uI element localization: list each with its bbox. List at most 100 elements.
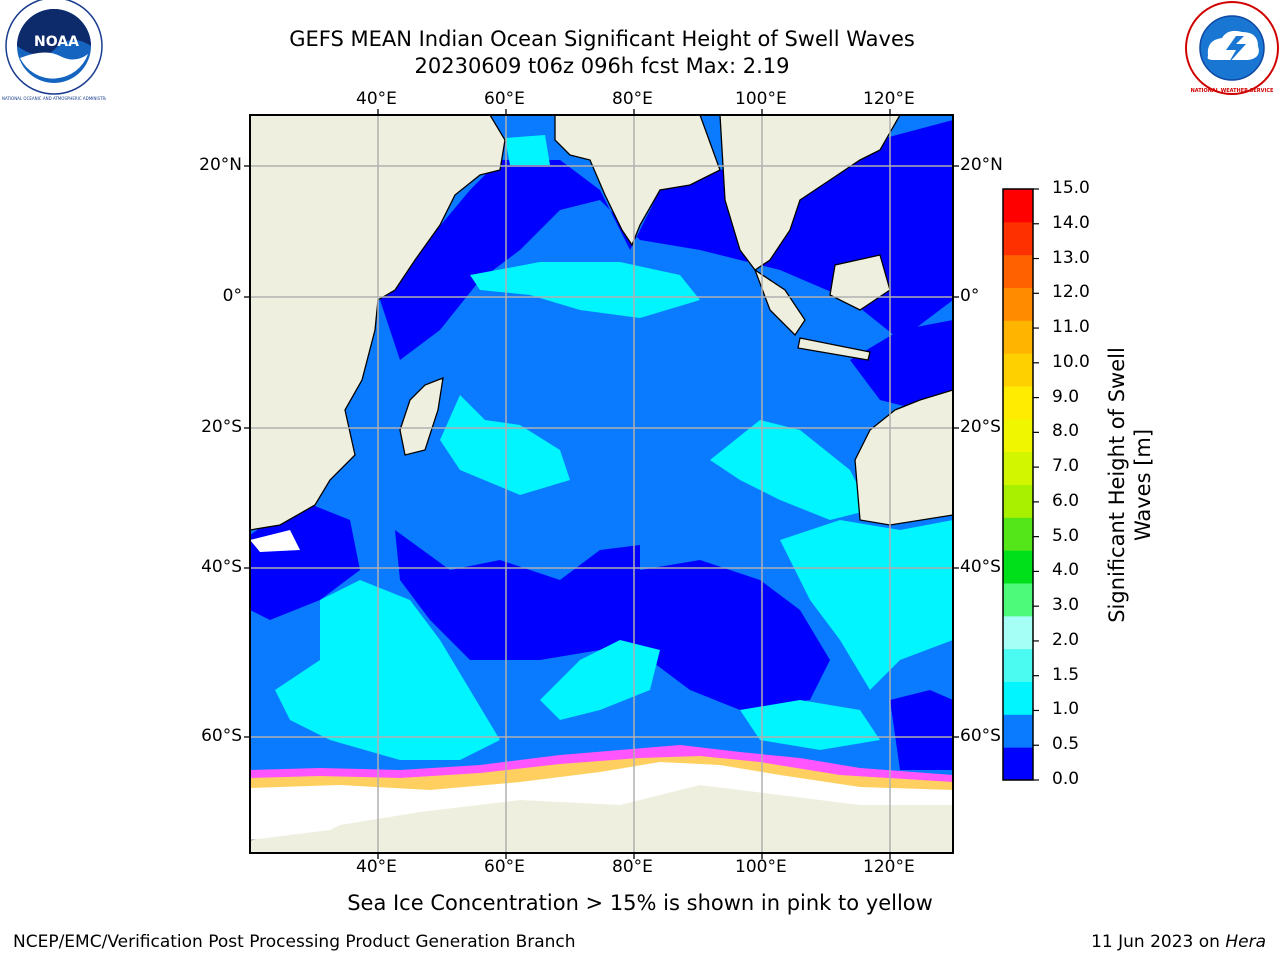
lat-label-right-60s: 60°S xyxy=(960,726,1001,746)
noaa-logo-text: NATIONAL OCEANIC AND ATMOSPHERIC ADMINIS… xyxy=(2,96,106,101)
lon-label-top-40e: 40°E xyxy=(356,89,397,109)
noaa-logo-name: NOAA xyxy=(34,34,79,50)
lat-label-right-20n: 20°N xyxy=(960,155,1003,175)
colorbar-tick-label: 0.0 xyxy=(1052,769,1080,789)
colorbar-label-line1: Significant Height of Swell xyxy=(1105,347,1129,623)
lat-label-right-0: 0° xyxy=(960,286,980,306)
lon-label-bottom-60e: 60°E xyxy=(484,857,525,877)
colorbar-tick-label: 14.0 xyxy=(1052,212,1090,233)
high-swell-madagascar-east xyxy=(440,395,570,495)
colorbar-tick-label: 12.0 xyxy=(1052,282,1090,303)
chart-subtitle: 20230609 t06z 096h fcst Max: 2.19 xyxy=(414,54,790,78)
lon-label-bottom-100e: 100°E xyxy=(735,857,787,877)
land-india xyxy=(554,115,721,247)
chart-title: GEFS MEAN Indian Ocean Significant Heigh… xyxy=(289,27,915,51)
colorbar-tick-label: 1.0 xyxy=(1052,699,1080,720)
lon-label-top-80e: 80°E xyxy=(612,89,653,109)
lat-label-left-0: 0° xyxy=(222,286,242,306)
nws-logo-text: NATIONAL WEATHER SERVICE xyxy=(1190,88,1274,94)
gridlines xyxy=(250,115,953,853)
colorbar-swatch xyxy=(1003,583,1033,617)
colorbar-tick-label: 4.0 xyxy=(1052,560,1080,581)
land-australia xyxy=(854,389,953,526)
colorbar-tick-label: 5.0 xyxy=(1052,525,1080,546)
colorbar-tick-label: 0.5 xyxy=(1052,734,1080,755)
lat-label-left-40s: 40°S xyxy=(201,557,242,577)
colorbar-swatch xyxy=(1003,615,1033,650)
colorbar-swatch xyxy=(1003,648,1033,682)
lon-label-top-100e: 100°E xyxy=(735,89,787,109)
ice-patch-west xyxy=(250,530,300,552)
colorbar-tick-label: 15.0 xyxy=(1052,178,1090,198)
colorbar-tick-label: 2.0 xyxy=(1052,629,1080,650)
sea-ice-edge xyxy=(250,745,953,810)
high-swell-southeast xyxy=(780,520,953,690)
lat-label-left-60s: 60°S xyxy=(201,726,242,746)
colorbar-swatch xyxy=(1003,353,1033,387)
nws-logo xyxy=(1185,1,1279,95)
colorbar-swatch xyxy=(1003,189,1033,223)
colorbar-swatch xyxy=(1003,418,1033,453)
colorbar-tick-label: 3.0 xyxy=(1052,595,1080,616)
colorbar-tick-label: 9.0 xyxy=(1052,386,1080,407)
lat-label-right-40s: 40°S xyxy=(960,557,1001,577)
low-swell-south-east xyxy=(890,690,953,770)
noaa-logo xyxy=(5,0,103,95)
colorbar-label-line2: Waves [m] xyxy=(1131,428,1155,542)
footer-credit: NCEP/EMC/Verification Post Processing Pr… xyxy=(13,932,576,952)
colorbar-tick-label: 13.0 xyxy=(1052,247,1090,268)
colorbar-swatch xyxy=(1003,484,1033,518)
colorbar-swatch xyxy=(1003,550,1033,584)
lon-label-bottom-120e: 120°E xyxy=(863,857,915,877)
colorbar-tick-label: 10.0 xyxy=(1052,351,1090,372)
map-area xyxy=(250,115,953,853)
colorbar-swatch xyxy=(1003,747,1033,781)
lon-label-bottom-40e: 40°E xyxy=(356,857,397,877)
colorbar-swatch xyxy=(1003,254,1033,288)
colorbar-swatch xyxy=(1003,386,1033,420)
lon-label-bottom-80e: 80°E xyxy=(612,857,653,877)
footer-date-text: 11 Jun 2023 on xyxy=(1091,932,1226,952)
footer-host: Hera xyxy=(1225,932,1266,952)
colorbar-tick-label: 1.5 xyxy=(1052,664,1080,685)
colorbar-frame xyxy=(1002,188,1034,781)
lat-label-left-20n: 20°N xyxy=(199,155,242,175)
colorbar-tick-label: 6.0 xyxy=(1052,490,1080,511)
lat-label-right-20s: 20°S xyxy=(960,417,1001,437)
colorbar-swatch xyxy=(1003,287,1033,321)
high-swell-australia-west xyxy=(710,420,870,520)
colorbar-swatch xyxy=(1003,221,1033,256)
low-swell-west-band xyxy=(250,500,360,620)
colorbar-tick-label: 8.0 xyxy=(1052,421,1080,442)
colorbar-swatch xyxy=(1003,681,1033,715)
colorbar-tick-label: 7.0 xyxy=(1052,456,1080,477)
land-se-asia xyxy=(719,115,901,271)
ice-covered-area xyxy=(250,762,953,840)
footer-date: 11 Jun 2023 on Hera xyxy=(1091,932,1266,952)
colorbar-swatch xyxy=(1003,714,1033,748)
colorbar-tickmarks xyxy=(1033,188,1039,781)
land-java xyxy=(797,337,871,361)
land-madagascar xyxy=(399,376,444,456)
high-swell-equatorial xyxy=(470,262,700,318)
colorbar-tick-label: 11.0 xyxy=(1052,317,1090,338)
sea-ice-caption: Sea Ice Concentration > 15% is shown in … xyxy=(347,891,933,915)
colorbar-swatch xyxy=(1003,517,1033,551)
map-frame xyxy=(249,114,954,854)
high-swell-south-central xyxy=(540,640,660,720)
map-ticks xyxy=(244,109,959,859)
high-swell-southwest xyxy=(275,580,500,760)
land-sumatra xyxy=(753,268,806,337)
colorbar-swatch xyxy=(1003,451,1033,485)
colorbar xyxy=(1003,189,1033,781)
lon-label-top-120e: 120°E xyxy=(863,89,915,109)
colorbar-swatch xyxy=(1003,320,1033,354)
high-swell-arabian-coast xyxy=(505,135,550,165)
sea-ice-concentration xyxy=(250,756,953,820)
lon-label-top-60e: 60°E xyxy=(484,89,525,109)
lat-label-left-20s: 20°S xyxy=(201,417,242,437)
low-swell-east-indonesia xyxy=(850,320,953,410)
low-swell-southern-gyre xyxy=(395,530,830,710)
land-masses xyxy=(250,115,953,853)
